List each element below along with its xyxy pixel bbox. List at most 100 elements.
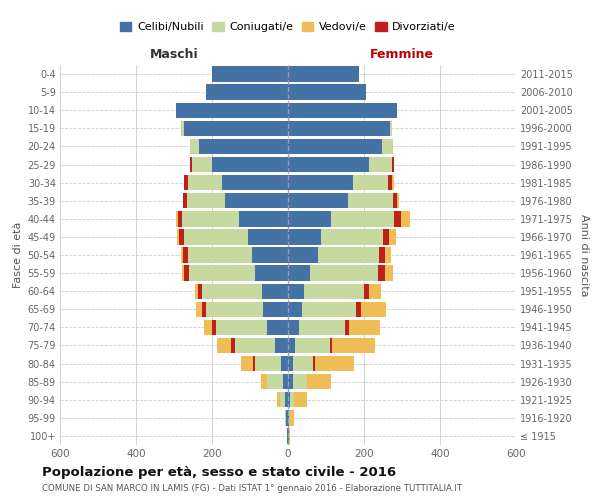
Bar xyxy=(286,410,288,426)
Bar xyxy=(290,392,294,407)
Bar xyxy=(182,211,239,226)
Bar xyxy=(184,229,248,244)
Bar xyxy=(231,338,235,353)
Bar xyxy=(288,84,366,100)
Bar xyxy=(202,302,206,317)
Bar xyxy=(388,175,392,190)
Bar xyxy=(289,428,290,444)
Bar xyxy=(196,302,202,317)
Bar xyxy=(368,157,392,172)
Bar xyxy=(392,157,394,172)
Bar xyxy=(190,138,199,154)
Bar xyxy=(389,229,396,244)
Text: COMUNE DI SAN MARCO IN LAMIS (FG) - Dati ISTAT 1° gennaio 2016 - Elaborazione TU: COMUNE DI SAN MARCO IN LAMIS (FG) - Dati… xyxy=(42,484,462,493)
Bar xyxy=(288,410,289,426)
Text: Femmine: Femmine xyxy=(370,48,434,61)
Bar xyxy=(239,211,288,226)
Bar xyxy=(302,302,356,317)
Bar xyxy=(364,284,370,299)
Bar xyxy=(394,211,401,226)
Bar xyxy=(179,229,184,244)
Bar xyxy=(192,157,212,172)
Bar xyxy=(235,338,275,353)
Bar xyxy=(353,175,388,190)
Legend: Celibi/Nubili, Coniugati/e, Vedovi/e, Divorziati/e: Celibi/Nubili, Coniugati/e, Vedovi/e, Di… xyxy=(116,18,460,36)
Bar xyxy=(401,211,410,226)
Bar xyxy=(253,356,254,372)
Bar xyxy=(361,302,386,317)
Bar xyxy=(252,248,288,262)
Bar xyxy=(348,193,393,208)
Bar xyxy=(206,302,263,317)
Bar xyxy=(288,157,368,172)
Bar xyxy=(184,120,288,136)
Bar xyxy=(267,320,288,335)
Bar xyxy=(216,320,267,335)
Bar xyxy=(288,284,304,299)
Bar xyxy=(254,356,281,372)
Bar xyxy=(313,356,316,372)
Bar xyxy=(176,102,288,118)
Bar xyxy=(183,248,188,262)
Bar xyxy=(288,102,397,118)
Bar xyxy=(382,138,393,154)
Bar xyxy=(206,84,288,100)
Bar xyxy=(195,284,197,299)
Bar xyxy=(262,284,288,299)
Bar xyxy=(178,211,182,226)
Bar xyxy=(221,175,288,190)
Bar xyxy=(397,193,399,208)
Bar xyxy=(283,374,288,390)
Bar xyxy=(330,338,332,353)
Bar xyxy=(390,120,392,136)
Bar xyxy=(293,374,307,390)
Bar xyxy=(393,193,397,208)
Bar xyxy=(288,320,299,335)
Bar xyxy=(188,248,252,262)
Bar xyxy=(263,302,288,317)
Bar xyxy=(260,374,268,390)
Bar xyxy=(187,193,226,208)
Bar xyxy=(331,211,394,226)
Bar xyxy=(288,248,317,262)
Bar xyxy=(199,138,288,154)
Bar xyxy=(202,284,262,299)
Bar xyxy=(288,229,322,244)
Bar xyxy=(379,248,385,262)
Bar xyxy=(212,66,288,82)
Bar xyxy=(176,229,179,244)
Bar xyxy=(293,356,313,372)
Y-axis label: Anni di nascita: Anni di nascita xyxy=(578,214,589,296)
Bar xyxy=(212,157,288,172)
Bar xyxy=(310,266,377,281)
Bar xyxy=(307,374,331,390)
Bar xyxy=(370,284,382,299)
Bar xyxy=(226,193,288,208)
Bar xyxy=(241,356,253,372)
Text: Popolazione per età, sesso e stato civile - 2016: Popolazione per età, sesso e stato civil… xyxy=(42,466,396,479)
Bar xyxy=(290,410,294,426)
Bar xyxy=(385,266,393,281)
Bar xyxy=(332,338,374,353)
Bar xyxy=(284,410,286,426)
Bar xyxy=(288,120,390,136)
Bar xyxy=(317,248,379,262)
Bar xyxy=(288,302,302,317)
Bar xyxy=(189,266,254,281)
Bar xyxy=(385,248,391,262)
Bar xyxy=(184,175,188,190)
Bar xyxy=(288,338,295,353)
Bar xyxy=(275,338,288,353)
Bar xyxy=(182,266,184,281)
Bar xyxy=(288,138,382,154)
Bar xyxy=(288,193,348,208)
Y-axis label: Fasce di età: Fasce di età xyxy=(13,222,23,288)
Bar xyxy=(288,392,290,407)
Bar xyxy=(181,120,184,136)
Bar xyxy=(184,266,189,281)
Bar xyxy=(383,229,389,244)
Bar xyxy=(289,410,290,426)
Bar xyxy=(349,320,380,335)
Bar xyxy=(217,338,231,353)
Text: Maschi: Maschi xyxy=(149,48,199,61)
